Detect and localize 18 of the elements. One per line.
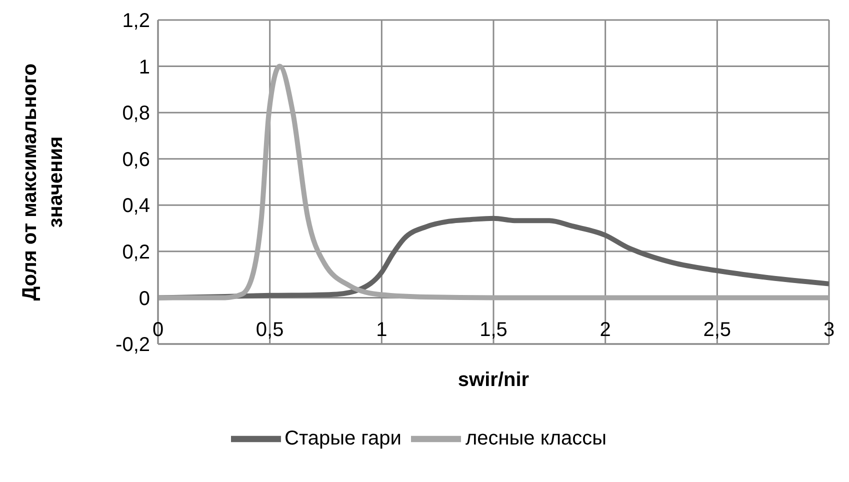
y-axis-title: Доля от максимального значения [19, 63, 67, 301]
x-axis-title: swir/nir [458, 369, 530, 391]
y-tick-label: 0,4 [122, 195, 150, 218]
x-tick-label: 2,5 [703, 319, 732, 342]
legend-label: Старые гари [284, 427, 402, 450]
x-tick-label: 1 [376, 319, 388, 342]
y-tick-label: 0,2 [122, 242, 150, 264]
y-tick-label: 1,2 [122, 10, 150, 32]
y-tick-label: 0 [138, 288, 150, 310]
legend-label: лесные классы [465, 427, 606, 450]
y-tick-label: -0,2 [116, 334, 150, 356]
x-tick-label: 1,5 [480, 319, 508, 342]
y-tick-label: 1 [138, 56, 150, 78]
y-tick-label: 0,8 [122, 102, 150, 125]
y-tick-label: 0,6 [122, 148, 150, 171]
x-tick-label: 2 [600, 319, 611, 342]
x-tick-label: 0,5 [256, 319, 284, 342]
x-tick-label: 3 [823, 319, 835, 342]
